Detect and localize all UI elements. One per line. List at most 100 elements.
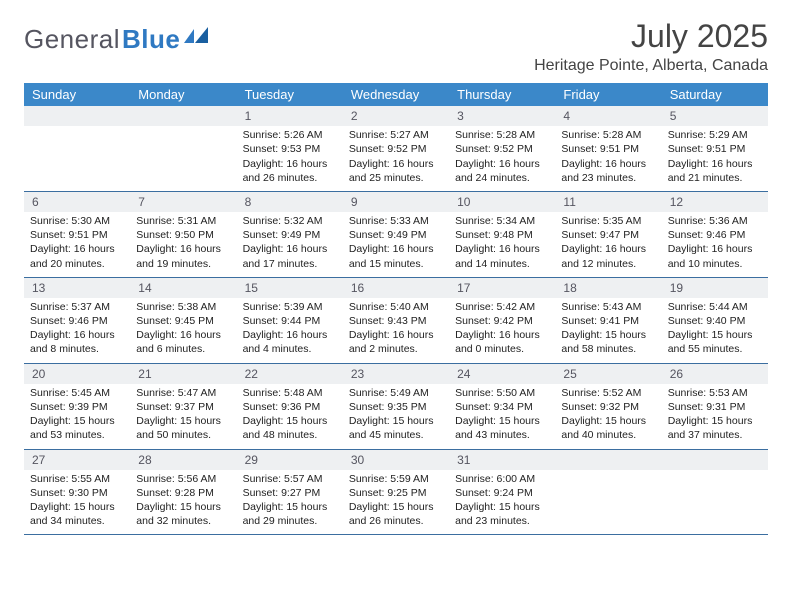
day-body: Sunrise: 5:48 AMSunset: 9:36 PMDaylight:… — [237, 384, 343, 449]
day-line-d2: and 19 minutes. — [136, 257, 230, 271]
day-number — [555, 450, 661, 470]
day-line-d1: Daylight: 15 hours — [668, 328, 762, 342]
day-body: Sunrise: 5:34 AMSunset: 9:48 PMDaylight:… — [449, 212, 555, 277]
day-number: 2 — [343, 106, 449, 126]
calendar: Sunday Monday Tuesday Wednesday Thursday… — [24, 83, 768, 535]
day-body: Sunrise: 5:27 AMSunset: 9:52 PMDaylight:… — [343, 126, 449, 191]
day-line-ss: Sunset: 9:50 PM — [136, 228, 230, 242]
day-cell: 30Sunrise: 5:59 AMSunset: 9:25 PMDayligh… — [343, 450, 449, 535]
day-line-ss: Sunset: 9:25 PM — [349, 486, 443, 500]
day-line-d2: and 20 minutes. — [30, 257, 124, 271]
day-line-d1: Daylight: 16 hours — [136, 328, 230, 342]
day-number — [130, 106, 236, 126]
day-line-ss: Sunset: 9:35 PM — [349, 400, 443, 414]
day-line-d1: Daylight: 15 hours — [668, 414, 762, 428]
day-body: Sunrise: 5:28 AMSunset: 9:51 PMDaylight:… — [555, 126, 661, 191]
day-cell: 7Sunrise: 5:31 AMSunset: 9:50 PMDaylight… — [130, 192, 236, 277]
day-number: 27 — [24, 450, 130, 470]
day-cell: 26Sunrise: 5:53 AMSunset: 9:31 PMDayligh… — [662, 364, 768, 449]
day-cell: 31Sunrise: 6:00 AMSunset: 9:24 PMDayligh… — [449, 450, 555, 535]
weekday-mon: Monday — [130, 83, 236, 106]
day-body: Sunrise: 5:55 AMSunset: 9:30 PMDaylight:… — [24, 470, 130, 535]
day-number: 19 — [662, 278, 768, 298]
title-block: July 2025 Heritage Pointe, Alberta, Cana… — [534, 18, 768, 75]
day-body: Sunrise: 5:40 AMSunset: 9:43 PMDaylight:… — [343, 298, 449, 363]
day-line-d1: Daylight: 16 hours — [455, 242, 549, 256]
day-body: Sunrise: 5:28 AMSunset: 9:52 PMDaylight:… — [449, 126, 555, 191]
day-number: 6 — [24, 192, 130, 212]
day-line-sr: Sunrise: 5:57 AM — [243, 472, 337, 486]
day-cell: 10Sunrise: 5:34 AMSunset: 9:48 PMDayligh… — [449, 192, 555, 277]
day-line-sr: Sunrise: 5:30 AM — [30, 214, 124, 228]
day-number: 12 — [662, 192, 768, 212]
day-line-sr: Sunrise: 5:40 AM — [349, 300, 443, 314]
day-line-d1: Daylight: 16 hours — [243, 242, 337, 256]
day-line-d2: and 2 minutes. — [349, 342, 443, 356]
day-body: Sunrise: 5:33 AMSunset: 9:49 PMDaylight:… — [343, 212, 449, 277]
day-line-ss: Sunset: 9:24 PM — [455, 486, 549, 500]
day-line-d2: and 25 minutes. — [349, 171, 443, 185]
day-line-ss: Sunset: 9:48 PM — [455, 228, 549, 242]
day-line-ss: Sunset: 9:32 PM — [561, 400, 655, 414]
day-number: 14 — [130, 278, 236, 298]
brand-part1: General — [24, 24, 120, 55]
day-line-ss: Sunset: 9:52 PM — [455, 142, 549, 156]
day-line-d1: Daylight: 16 hours — [561, 157, 655, 171]
day-number: 26 — [662, 364, 768, 384]
day-body: Sunrise: 5:47 AMSunset: 9:37 PMDaylight:… — [130, 384, 236, 449]
day-line-d2: and 23 minutes. — [561, 171, 655, 185]
day-number: 28 — [130, 450, 236, 470]
day-cell — [555, 450, 661, 535]
day-line-ss: Sunset: 9:39 PM — [30, 400, 124, 414]
day-line-d2: and 0 minutes. — [455, 342, 549, 356]
day-line-d2: and 29 minutes. — [243, 514, 337, 528]
day-line-d2: and 50 minutes. — [136, 428, 230, 442]
brand-part2: Blue — [122, 24, 180, 55]
day-line-ss: Sunset: 9:49 PM — [243, 228, 337, 242]
day-line-sr: Sunrise: 5:28 AM — [561, 128, 655, 142]
week-row: 27Sunrise: 5:55 AMSunset: 9:30 PMDayligh… — [24, 450, 768, 536]
day-cell: 13Sunrise: 5:37 AMSunset: 9:46 PMDayligh… — [24, 278, 130, 363]
day-line-sr: Sunrise: 5:33 AM — [349, 214, 443, 228]
day-line-ss: Sunset: 9:49 PM — [349, 228, 443, 242]
day-line-d1: Daylight: 16 hours — [30, 242, 124, 256]
day-line-d2: and 45 minutes. — [349, 428, 443, 442]
day-body: Sunrise: 5:38 AMSunset: 9:45 PMDaylight:… — [130, 298, 236, 363]
day-cell: 9Sunrise: 5:33 AMSunset: 9:49 PMDaylight… — [343, 192, 449, 277]
day-line-ss: Sunset: 9:30 PM — [30, 486, 124, 500]
weekday-fri: Friday — [555, 83, 661, 106]
day-line-d2: and 40 minutes. — [561, 428, 655, 442]
day-line-d2: and 24 minutes. — [455, 171, 549, 185]
day-line-d2: and 17 minutes. — [243, 257, 337, 271]
day-line-d1: Daylight: 16 hours — [349, 242, 443, 256]
day-line-d2: and 58 minutes. — [561, 342, 655, 356]
day-body: Sunrise: 5:56 AMSunset: 9:28 PMDaylight:… — [130, 470, 236, 535]
day-number — [24, 106, 130, 126]
weekday-tue: Tuesday — [237, 83, 343, 106]
day-line-ss: Sunset: 9:51 PM — [668, 142, 762, 156]
day-line-d2: and 53 minutes. — [30, 428, 124, 442]
day-line-sr: Sunrise: 5:47 AM — [136, 386, 230, 400]
day-line-d1: Daylight: 16 hours — [349, 157, 443, 171]
day-body: Sunrise: 5:35 AMSunset: 9:47 PMDaylight:… — [555, 212, 661, 277]
day-cell: 27Sunrise: 5:55 AMSunset: 9:30 PMDayligh… — [24, 450, 130, 535]
day-number: 11 — [555, 192, 661, 212]
day-line-sr: Sunrise: 5:49 AM — [349, 386, 443, 400]
day-body: Sunrise: 5:43 AMSunset: 9:41 PMDaylight:… — [555, 298, 661, 363]
day-body: Sunrise: 5:31 AMSunset: 9:50 PMDaylight:… — [130, 212, 236, 277]
day-cell: 1Sunrise: 5:26 AMSunset: 9:53 PMDaylight… — [237, 106, 343, 191]
day-line-d1: Daylight: 15 hours — [561, 328, 655, 342]
day-body: Sunrise: 5:37 AMSunset: 9:46 PMDaylight:… — [24, 298, 130, 363]
day-cell: 8Sunrise: 5:32 AMSunset: 9:49 PMDaylight… — [237, 192, 343, 277]
day-line-ss: Sunset: 9:45 PM — [136, 314, 230, 328]
day-cell: 6Sunrise: 5:30 AMSunset: 9:51 PMDaylight… — [24, 192, 130, 277]
day-line-d2: and 15 minutes. — [349, 257, 443, 271]
day-line-ss: Sunset: 9:40 PM — [668, 314, 762, 328]
day-body: Sunrise: 5:42 AMSunset: 9:42 PMDaylight:… — [449, 298, 555, 363]
weekday-header: Sunday Monday Tuesday Wednesday Thursday… — [24, 83, 768, 106]
day-line-ss: Sunset: 9:42 PM — [455, 314, 549, 328]
day-line-d2: and 55 minutes. — [668, 342, 762, 356]
day-number: 16 — [343, 278, 449, 298]
day-body: Sunrise: 5:45 AMSunset: 9:39 PMDaylight:… — [24, 384, 130, 449]
day-cell: 17Sunrise: 5:42 AMSunset: 9:42 PMDayligh… — [449, 278, 555, 363]
